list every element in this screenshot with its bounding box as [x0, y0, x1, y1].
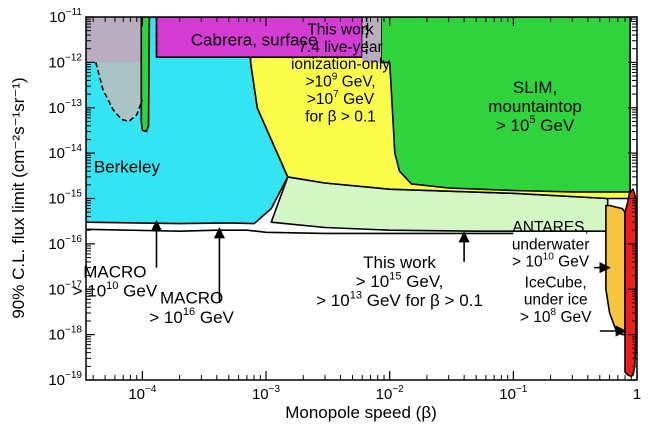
x-tick-label: 10−4 — [128, 384, 157, 403]
y-tick-label: 10−13 — [48, 98, 82, 117]
x-tick-label: 1 — [633, 386, 641, 403]
x-tick-label: 10−2 — [376, 384, 405, 403]
y-axis-label: 90% C.L. flux limit (cm⁻²s⁻¹sr⁻¹) — [9, 77, 28, 318]
annotation-line: SLIM, — [513, 78, 557, 97]
annotation-line: for β > 0.1 — [305, 108, 376, 125]
annotation-line: > 1013 GeV for β > 0.1 — [316, 290, 483, 311]
annotation-line: >107 GeV — [307, 89, 375, 108]
annotation-icecube: IceCube,under ice> 108 GeV — [520, 274, 592, 326]
annotation-line: ANTARES, — [512, 219, 588, 236]
annotation-line: > 1010 GeV — [512, 252, 590, 271]
y-tick-label: 10−19 — [48, 370, 82, 389]
annotation-line: This work — [307, 22, 374, 39]
annotation-cabrera: Cabrera, surface — [191, 30, 318, 49]
line-macro-1e16-line — [86, 228, 514, 235]
region-grey-left — [86, 17, 143, 63]
annotation-this-work-monopole: This work> 1015 GeV,> 1013 GeV for β > 0… — [316, 253, 483, 310]
x-tick-label: 10−1 — [499, 384, 528, 403]
y-tick-label: 10−17 — [48, 279, 82, 298]
annotation-line: mountaintop — [488, 97, 582, 116]
dashed-berkeley-dashed — [95, 62, 144, 123]
annotation-line: > 105 GeV — [496, 114, 575, 135]
annotation-line: Cabrera, surface — [191, 30, 318, 49]
y-tick-label: 10−14 — [48, 143, 82, 162]
y-tick-label: 10−15 — [48, 189, 82, 208]
region-berkeley-grey — [95, 62, 148, 122]
y-tick-label: 10−18 — [48, 325, 82, 344]
annotation-line: > 1015 GeV, — [356, 271, 444, 292]
annotation-line: ionization-only — [291, 56, 390, 73]
annotation-line: under ice — [524, 292, 588, 309]
annotation-line: > 108 GeV — [520, 307, 592, 326]
y-tick-label: 10−16 — [48, 234, 82, 253]
annotation-line: This work — [363, 253, 436, 272]
annotation-antares: ANTARES,underwater> 1010 GeV — [512, 219, 590, 271]
annotation-line: 7.4 live-year — [298, 39, 382, 56]
annotation-line: Berkeley — [94, 158, 161, 177]
annotation-line: MACRO — [83, 263, 146, 282]
annotation-line: >109 GeV, — [305, 72, 375, 91]
region-green-spike — [140, 17, 151, 133]
axes: 10−4 10−3 10−2 10−1 110−1110−1210−1310−1410−… — [48, 7, 641, 403]
annotation-line: > 1010 GeV — [73, 280, 158, 301]
annotation-line: underwater — [512, 236, 590, 253]
x-tick-label: 10−3 — [252, 384, 281, 403]
annotation-line: MACRO — [160, 289, 223, 308]
annotation-berkeley: Berkeley — [94, 158, 161, 177]
y-tick-label: 10−11 — [49, 7, 82, 26]
annotation-macro-1e16: MACRO> 1016 GeV — [149, 289, 234, 327]
region-cabrera-purple — [155, 17, 364, 59]
annotation-slim: SLIM,mountaintop> 105 GeV — [488, 78, 582, 135]
region-antares-orange — [605, 204, 626, 336]
annotation-macro-1e10: MACRO> 1010 GeV — [73, 263, 158, 301]
plot-area — [86, 17, 637, 378]
y-tick-label: 10−12 — [48, 52, 82, 71]
annotation-line: > 1016 GeV — [149, 306, 234, 327]
annotation-line: IceCube, — [525, 274, 587, 291]
x-axis-label: Monopole speed (β) — [285, 403, 437, 422]
